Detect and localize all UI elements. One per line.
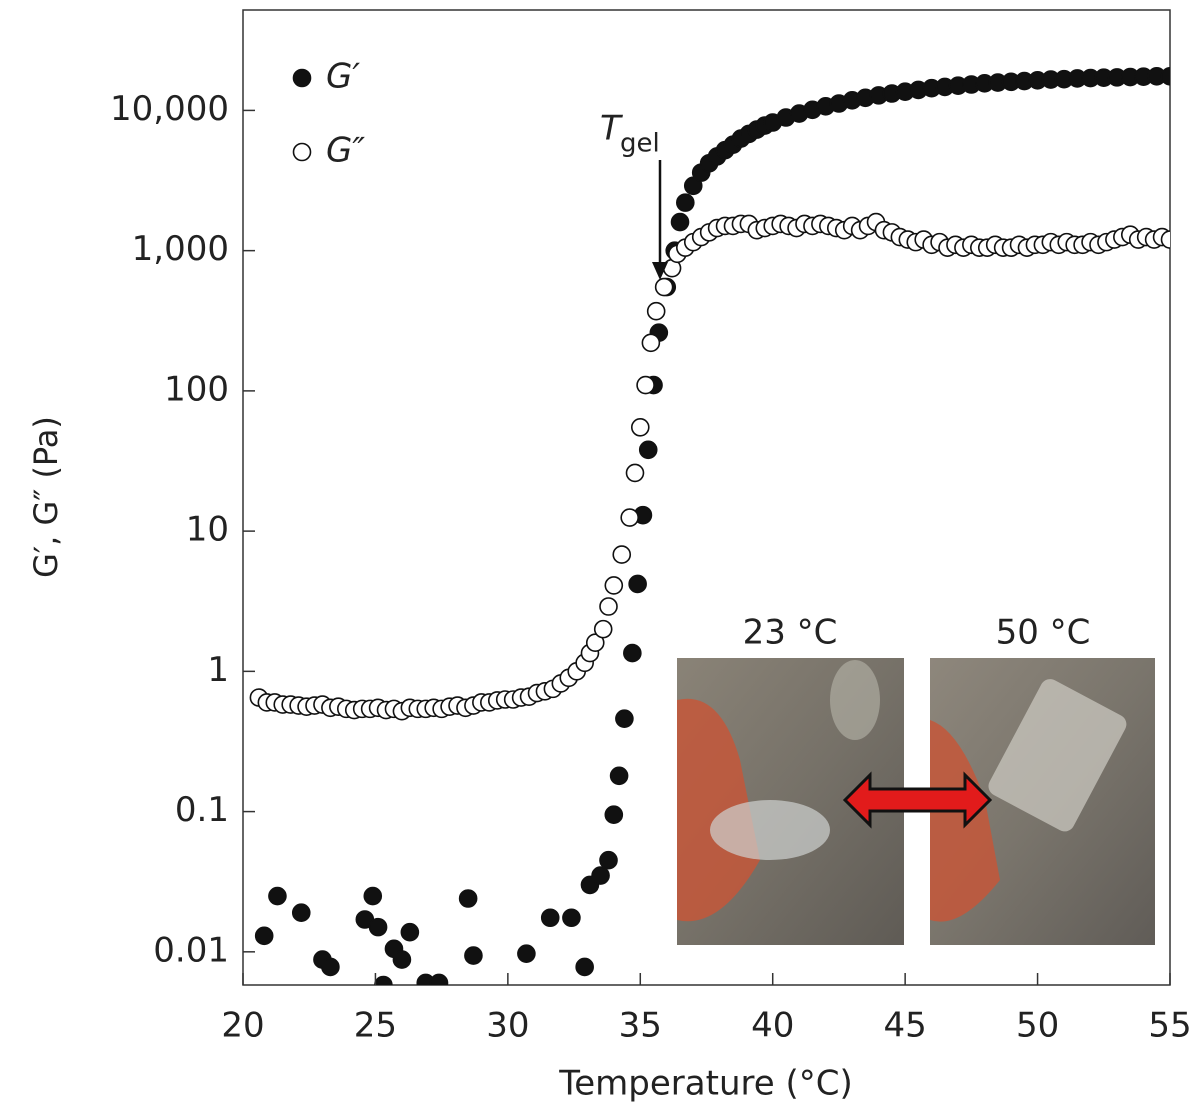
legend-marker — [292, 68, 312, 88]
data-point — [585, 633, 605, 653]
x-tick-label: 50 — [1016, 1006, 1059, 1046]
data-point — [612, 545, 632, 564]
x-tick-label: 25 — [354, 1006, 397, 1046]
photo-hand — [677, 698, 760, 922]
data-point — [321, 957, 340, 977]
y-tick-label: 1,000 — [132, 229, 229, 269]
inset-photos: 23 °C 50 °C — [677, 613, 1155, 945]
inset-label: 23 °C — [743, 613, 838, 653]
data-point — [628, 574, 647, 594]
plot-frame — [242, 9, 1171, 986]
data-point — [604, 576, 624, 595]
x-tick-label: 40 — [751, 1006, 794, 1046]
data-point — [609, 766, 629, 786]
data-point — [630, 417, 650, 437]
y-tick-label: 10,000 — [110, 89, 229, 129]
y-tick-label: 0.01 — [153, 930, 229, 970]
x-tick-label: 20 — [221, 1006, 264, 1046]
y-axis-label: G′, G″ (Pa) — [27, 416, 65, 578]
y-tick-label: 100 — [164, 369, 229, 409]
annotation-text: T — [600, 109, 623, 149]
data-point — [268, 886, 287, 906]
y-tick-label: 1 — [207, 650, 229, 690]
photo-vial — [710, 800, 830, 860]
data-point — [562, 908, 581, 928]
data-point — [620, 508, 639, 527]
data-point — [615, 709, 634, 728]
data-point — [540, 908, 560, 928]
x-tick-label: 55 — [1148, 1006, 1191, 1046]
data-point — [638, 440, 658, 460]
data-point — [654, 277, 674, 297]
x-tick-label: 45 — [884, 1006, 927, 1046]
legend-label: G′ — [326, 57, 360, 97]
data-point — [636, 375, 655, 395]
data-point — [1160, 67, 1170, 86]
data-point — [625, 463, 645, 483]
data-point — [670, 212, 690, 232]
photo-cap — [830, 660, 880, 740]
data-point — [374, 975, 393, 985]
x-tick-label: 30 — [486, 1006, 529, 1046]
data-point — [429, 973, 449, 985]
photo-vial — [988, 679, 1127, 832]
data-point — [591, 866, 610, 885]
x-tick-label: 35 — [619, 1006, 662, 1046]
data-point — [254, 926, 274, 946]
x-axis-label: Temperature (°C) — [558, 1064, 852, 1104]
data-point — [593, 619, 613, 639]
data-point — [599, 850, 618, 870]
y-tick-label: 0.1 — [175, 790, 229, 830]
plot-area — [249, 67, 1170, 985]
data-point — [646, 301, 666, 321]
data-point — [575, 957, 594, 977]
annotation-arrowhead — [652, 262, 668, 280]
data-point — [368, 917, 388, 937]
data-point — [458, 889, 478, 908]
legend-label: G″ — [326, 131, 365, 171]
data-point — [623, 643, 642, 663]
annotation-subscript: gel — [620, 129, 660, 159]
data-point — [363, 886, 383, 906]
data-point — [676, 193, 695, 212]
data-point — [392, 950, 412, 969]
data-point — [400, 922, 420, 942]
data-point — [599, 597, 618, 616]
data-point — [464, 946, 483, 965]
data-point — [1160, 230, 1170, 249]
inset-label: 50 °C — [996, 613, 1091, 653]
y-tick-label: 10 — [186, 510, 229, 550]
double-arrow — [842, 771, 993, 829]
data-point — [604, 805, 624, 825]
data-point — [517, 944, 536, 963]
data-point — [641, 333, 661, 353]
data-point — [291, 903, 311, 923]
legend-marker — [292, 142, 312, 162]
